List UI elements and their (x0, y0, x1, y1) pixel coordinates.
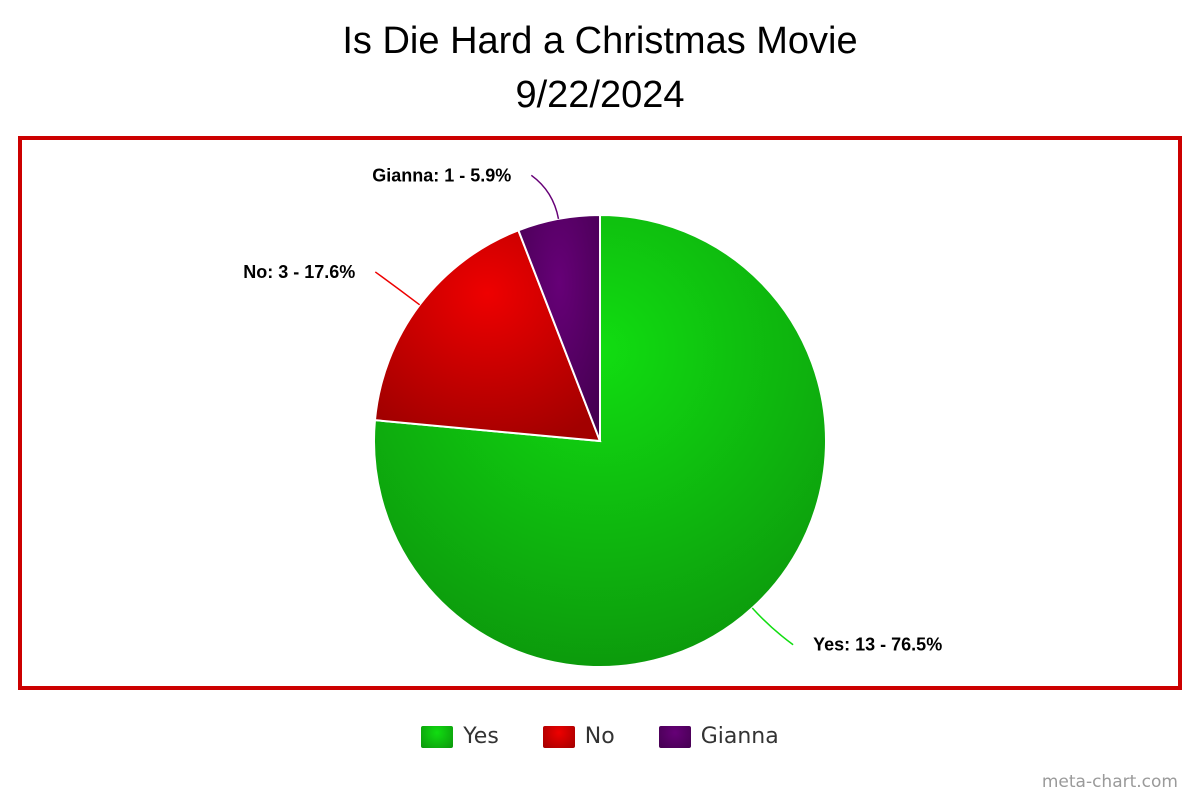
legend-item-yes[interactable]: Yes (421, 724, 499, 749)
legend-swatch-no (542, 725, 575, 748)
legend-item-no[interactable]: No (542, 724, 615, 749)
legend-label-no: No (584, 724, 615, 749)
legend: Yes No Gianna (0, 724, 1200, 749)
data-label-gianna: Gianna: 1 - 5.9% (372, 165, 511, 185)
legend-item-gianna[interactable]: Gianna (658, 724, 779, 749)
pie-slice-no[interactable] (373, 228, 602, 443)
chart-title-text: Is Die Hard a Christmas Movie (342, 20, 858, 62)
connector-gianna (530, 174, 560, 219)
legend-label-gianna: Gianna (700, 724, 779, 749)
label-connectors (374, 174, 794, 646)
legend-label-yes: Yes (463, 724, 499, 749)
pie-slice-gianna[interactable] (517, 213, 601, 442)
pie-slices (373, 213, 827, 668)
data-label-no: No: 3 - 17.6% (243, 262, 355, 282)
watermark: meta-chart.com (1041, 772, 1178, 792)
connector-no (374, 271, 421, 306)
connector-yes (751, 607, 794, 646)
legend-swatch-yes (421, 725, 454, 748)
pie-slice-yes[interactable] (373, 213, 827, 668)
data-label-yes: Yes: 13 - 76.5% (813, 635, 942, 655)
plot-area-border (18, 136, 1182, 690)
chart-title: Is Die Hard a Christmas Movie 9/22/2024 (0, 14, 1200, 122)
legend-swatch-gianna (658, 725, 691, 748)
chart-subtitle-text: 9/22/2024 (515, 74, 685, 116)
data-labels: Yes: 13 - 76.5% No: 3 - 17.6% Gianna: 1 - … (243, 165, 942, 654)
